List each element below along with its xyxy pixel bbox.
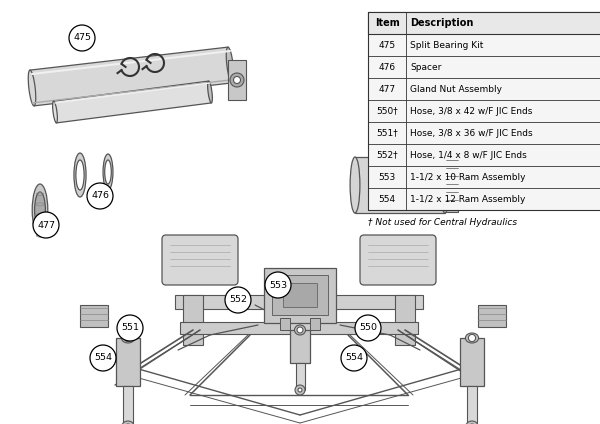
- Bar: [478, 305, 506, 327]
- Text: 477: 477: [37, 220, 55, 229]
- Text: 475: 475: [73, 33, 91, 42]
- Ellipse shape: [466, 333, 479, 343]
- Ellipse shape: [105, 160, 112, 184]
- Ellipse shape: [76, 160, 84, 190]
- Ellipse shape: [28, 70, 36, 106]
- Bar: [80, 305, 108, 327]
- Bar: [228, 60, 246, 100]
- Circle shape: [225, 287, 251, 313]
- Text: 553: 553: [269, 281, 287, 290]
- Text: 554: 554: [345, 354, 363, 363]
- FancyBboxPatch shape: [360, 235, 436, 285]
- Text: 552: 552: [229, 296, 247, 304]
- Text: 475: 475: [379, 41, 395, 50]
- Bar: [116, 338, 140, 386]
- Ellipse shape: [74, 153, 86, 197]
- Bar: [283, 283, 317, 307]
- Bar: [183, 295, 203, 345]
- Circle shape: [297, 327, 303, 333]
- Ellipse shape: [298, 388, 302, 392]
- Text: 476: 476: [379, 62, 395, 72]
- Ellipse shape: [103, 154, 113, 190]
- Ellipse shape: [440, 157, 450, 213]
- Text: Gland Nut Assembly: Gland Nut Assembly: [410, 84, 502, 94]
- Text: Hose, 3/8 x 36 w/F JIC Ends: Hose, 3/8 x 36 w/F JIC Ends: [410, 128, 533, 137]
- Text: Split Bearing Kit: Split Bearing Kit: [410, 41, 484, 50]
- Bar: [467, 386, 478, 424]
- Bar: [280, 318, 290, 330]
- Text: † Not used for Central Hydraulics: † Not used for Central Hydraulics: [368, 218, 517, 227]
- Bar: [175, 295, 423, 309]
- FancyBboxPatch shape: [162, 235, 238, 285]
- Bar: [395, 295, 415, 345]
- Text: 1-1/2 x 10 Ram Assembly: 1-1/2 x 10 Ram Assembly: [410, 173, 526, 181]
- Text: Item: Item: [374, 18, 400, 28]
- Text: Spacer: Spacer: [410, 62, 442, 72]
- Text: Hose, 1/4 x 8 w/F JIC Ends: Hose, 1/4 x 8 w/F JIC Ends: [410, 151, 527, 159]
- Bar: [296, 363, 305, 390]
- Ellipse shape: [295, 385, 305, 395]
- Ellipse shape: [35, 192, 46, 228]
- Circle shape: [265, 272, 291, 298]
- Text: Hose, 3/8 x 42 w/F JIC Ends: Hose, 3/8 x 42 w/F JIC Ends: [410, 106, 532, 115]
- Bar: [180, 322, 418, 334]
- Text: 551: 551: [121, 324, 139, 332]
- Circle shape: [230, 73, 244, 87]
- Ellipse shape: [208, 81, 212, 103]
- Bar: [446, 158, 458, 212]
- Bar: [368, 12, 600, 34]
- Circle shape: [117, 315, 143, 341]
- Bar: [460, 338, 484, 386]
- Polygon shape: [53, 81, 211, 123]
- Circle shape: [233, 76, 241, 84]
- Circle shape: [69, 25, 95, 51]
- Text: 550†: 550†: [376, 106, 398, 115]
- Text: 1-1/2 x 12 Ram Assembly: 1-1/2 x 12 Ram Assembly: [410, 195, 526, 204]
- Text: 552†: 552†: [376, 151, 398, 159]
- Bar: [368, 12, 600, 210]
- Bar: [122, 386, 133, 424]
- Circle shape: [124, 335, 131, 342]
- Circle shape: [355, 315, 381, 341]
- Polygon shape: [355, 157, 445, 213]
- Text: 554: 554: [379, 195, 395, 204]
- Text: 477: 477: [379, 84, 395, 94]
- Bar: [290, 330, 310, 363]
- Polygon shape: [30, 47, 232, 106]
- Text: 476: 476: [91, 192, 109, 201]
- Circle shape: [87, 183, 113, 209]
- Text: 554: 554: [94, 354, 112, 363]
- Ellipse shape: [121, 333, 134, 343]
- Circle shape: [469, 335, 476, 342]
- Circle shape: [33, 212, 59, 238]
- Ellipse shape: [295, 325, 305, 335]
- Ellipse shape: [226, 47, 234, 83]
- Ellipse shape: [32, 184, 48, 236]
- Text: 551†: 551†: [376, 128, 398, 137]
- Bar: [310, 318, 320, 330]
- Text: 553: 553: [379, 173, 395, 181]
- Bar: [272, 275, 328, 315]
- Circle shape: [90, 345, 116, 371]
- Ellipse shape: [466, 421, 478, 424]
- Ellipse shape: [53, 101, 58, 123]
- Circle shape: [341, 345, 367, 371]
- Ellipse shape: [350, 157, 360, 213]
- Text: Description: Description: [410, 18, 473, 28]
- Bar: [264, 268, 336, 323]
- Text: 550: 550: [359, 324, 377, 332]
- Ellipse shape: [122, 421, 134, 424]
